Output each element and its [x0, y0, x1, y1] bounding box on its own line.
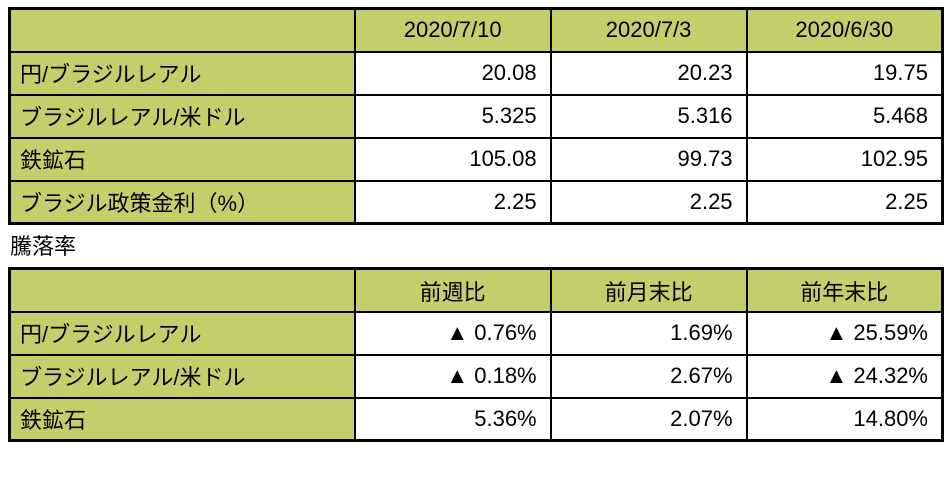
- row-label: 円/ブラジルレアル: [8, 50, 356, 96]
- value-cell: 99.73: [549, 136, 748, 182]
- change-rate-table: 前週比 前月末比 前年末比 円/ブラジルレアル ▲ 0.76% 1.69% ▲ …: [8, 267, 944, 443]
- value-cell: 2.07%: [549, 396, 748, 442]
- header-row: 2020/7/10 2020/7/3 2020/6/30: [8, 7, 944, 53]
- value-cell: 5.468: [745, 93, 944, 139]
- value-cell: 14.80%: [745, 396, 944, 442]
- row-label: ブラジル政策金利（%）: [8, 179, 356, 225]
- header-row: 前週比 前月末比 前年末比: [8, 267, 944, 313]
- column-header-date-2: 2020/7/3: [549, 7, 748, 53]
- value-cell: ▲ 24.32%: [745, 353, 944, 399]
- value-cell: 20.23: [549, 50, 748, 96]
- value-cell: 2.25: [549, 179, 748, 225]
- value-cell: 1.69%: [549, 310, 748, 356]
- section-title: 騰落率: [10, 234, 77, 259]
- value-cell: 102.95: [745, 136, 944, 182]
- value-cell: 5.316: [549, 93, 748, 139]
- row-label: ブラジルレアル/米ドル: [8, 353, 356, 399]
- column-header-week: 前週比: [353, 267, 552, 313]
- value-cell: 19.75: [745, 50, 944, 96]
- table-row: 鉄鉱石 5.36% 2.07% 14.80%: [8, 396, 944, 442]
- value-cell: ▲ 25.59%: [745, 310, 944, 356]
- value-cell: 5.36%: [353, 396, 552, 442]
- column-header-month: 前月末比: [549, 267, 748, 313]
- row-label: 円/ブラジルレアル: [8, 310, 356, 356]
- value-cell: 2.25: [353, 179, 552, 225]
- corner-cell: [8, 267, 356, 313]
- table-row: ブラジルレアル/米ドル 5.325 5.316 5.468: [8, 93, 944, 139]
- value-cell: ▲ 0.18%: [353, 353, 552, 399]
- row-label: 鉄鉱石: [8, 136, 356, 182]
- corner-cell: [8, 7, 356, 53]
- table-row: 円/ブラジルレアル 20.08 20.23 19.75: [8, 50, 944, 96]
- value-cell: 105.08: [353, 136, 552, 182]
- value-cell: 2.67%: [549, 353, 748, 399]
- row-label: 鉄鉱石: [8, 396, 356, 442]
- market-data-table: 2020/7/10 2020/7/3 2020/6/30 円/ブラジルレアル 2…: [8, 7, 944, 225]
- row-label: ブラジルレアル/米ドル: [8, 93, 356, 139]
- table-row: 円/ブラジルレアル ▲ 0.76% 1.69% ▲ 25.59%: [8, 310, 944, 356]
- value-cell: 20.08: [353, 50, 552, 96]
- column-header-date-3: 2020/6/30: [745, 7, 944, 53]
- financial-tables-page: 2020/7/10 2020/7/3 2020/6/30 円/ブラジルレアル 2…: [8, 7, 944, 443]
- value-cell: ▲ 0.76%: [353, 310, 552, 356]
- value-cell: 2.25: [745, 179, 944, 225]
- table-row: 鉄鉱石 105.08 99.73 102.95: [8, 136, 944, 182]
- column-header-date-1: 2020/7/10: [353, 7, 552, 53]
- table-row: ブラジルレアル/米ドル ▲ 0.18% 2.67% ▲ 24.32%: [8, 353, 944, 399]
- column-header-year: 前年末比: [745, 267, 944, 313]
- table-row: ブラジル政策金利（%） 2.25 2.25 2.25: [8, 179, 944, 225]
- value-cell: 5.325: [353, 93, 552, 139]
